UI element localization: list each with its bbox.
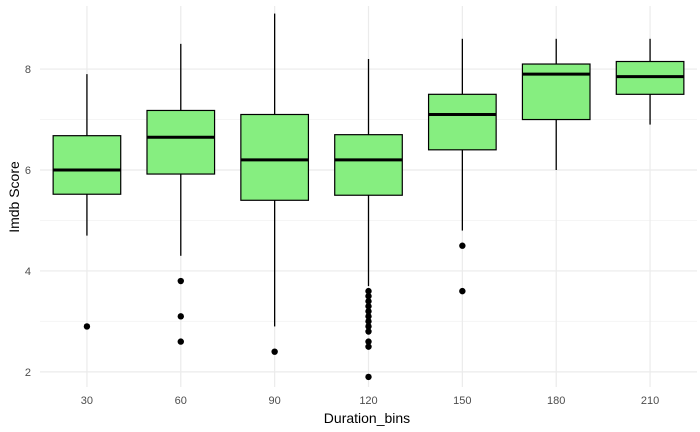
box-90 xyxy=(240,13,310,355)
box-120 xyxy=(334,58,403,381)
box-iqr xyxy=(240,113,310,201)
box-210 xyxy=(615,38,685,125)
outlier-point xyxy=(365,373,372,381)
outlier-point xyxy=(177,338,184,345)
outlier-point xyxy=(459,287,466,295)
x-tick-label: 210 xyxy=(641,395,659,407)
box-iqr xyxy=(521,63,591,121)
outlier-point xyxy=(365,318,372,325)
x-axis-ticks: 30 60 90 120 150 180 210 xyxy=(81,395,659,407)
y-tick-label: 2 xyxy=(25,367,31,379)
box-150 xyxy=(427,38,497,295)
outlier-point xyxy=(365,303,372,310)
outlier-point xyxy=(271,348,278,355)
box-60 xyxy=(146,43,216,345)
outlier-point xyxy=(365,323,372,330)
box-180 xyxy=(521,38,591,171)
y-tick-label: 4 xyxy=(25,266,31,278)
outlier-point xyxy=(365,313,372,320)
box-30 xyxy=(52,74,122,330)
outlier-point xyxy=(83,323,91,330)
x-tick-label: 150 xyxy=(453,395,471,407)
outlier-point xyxy=(177,277,184,285)
outlier-point xyxy=(365,338,372,345)
outlier-point xyxy=(365,343,372,350)
x-tick-label: 90 xyxy=(269,395,281,407)
box-iqr xyxy=(427,93,497,151)
y-tick-label: 8 xyxy=(25,64,31,76)
x-axis-title: Duration_bins xyxy=(324,410,410,426)
outlier-point xyxy=(365,328,372,335)
y-tick-label: 6 xyxy=(25,165,31,177)
outlier-point xyxy=(365,292,372,300)
x-tick-label: 120 xyxy=(359,395,377,407)
box-series xyxy=(52,13,685,381)
outlier-point xyxy=(365,308,372,315)
y-axis-title: Imdb Score xyxy=(6,161,22,233)
y-axis-ticks: 2 4 6 8 xyxy=(25,64,31,379)
outlier-point xyxy=(365,298,372,305)
box-iqr xyxy=(334,134,403,196)
x-tick-label: 60 xyxy=(175,395,187,407)
outlier-point xyxy=(177,313,184,320)
box-iqr xyxy=(52,135,122,195)
x-tick-label: 180 xyxy=(547,395,565,407)
box-iqr xyxy=(146,109,216,175)
outlier-point xyxy=(459,242,466,249)
x-tick-label: 30 xyxy=(81,395,93,407)
outlier-point xyxy=(365,287,372,295)
